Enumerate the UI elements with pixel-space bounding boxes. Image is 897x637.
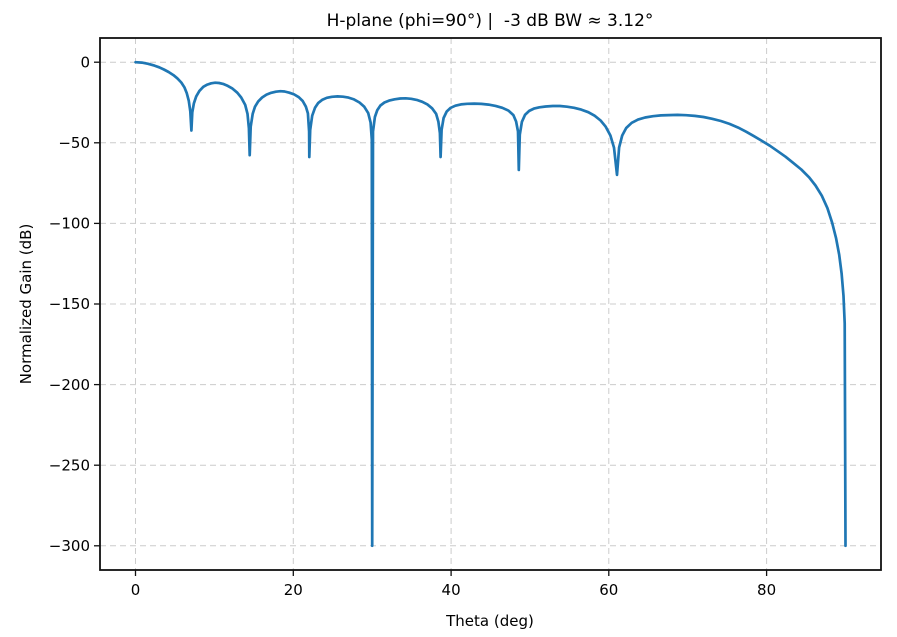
x-axis-label: Theta (deg) <box>445 612 534 630</box>
y-axis-label: Normalized Gain (dB) <box>17 224 35 385</box>
y-tick-label: −200 <box>49 376 90 394</box>
x-tick-label: 20 <box>284 581 303 599</box>
gain-curve <box>134 60 847 548</box>
y-tick-label: −250 <box>49 456 90 474</box>
y-tick-label: −150 <box>49 295 90 313</box>
y-tick-label: −50 <box>58 134 90 152</box>
y-tick-label: 0 <box>80 53 90 71</box>
x-tick-labels: 0 20 40 60 80 <box>131 581 776 599</box>
x-tick-label: 60 <box>599 581 618 599</box>
y-tick-label: −100 <box>49 215 90 233</box>
y-tick-label: −300 <box>49 537 90 555</box>
x-tick-label: 0 <box>131 581 141 599</box>
chart-title: H-plane (phi=90°) | -3 dB BW ≈ 3.12° <box>327 11 654 31</box>
y-tick-labels: 0 −50 −100 −150 −200 −250 −300 <box>49 53 90 555</box>
x-tick-label: 80 <box>757 581 776 599</box>
x-tick-label: 40 <box>442 581 461 599</box>
axis-ticks <box>94 61 768 576</box>
grid-lines <box>100 38 881 570</box>
